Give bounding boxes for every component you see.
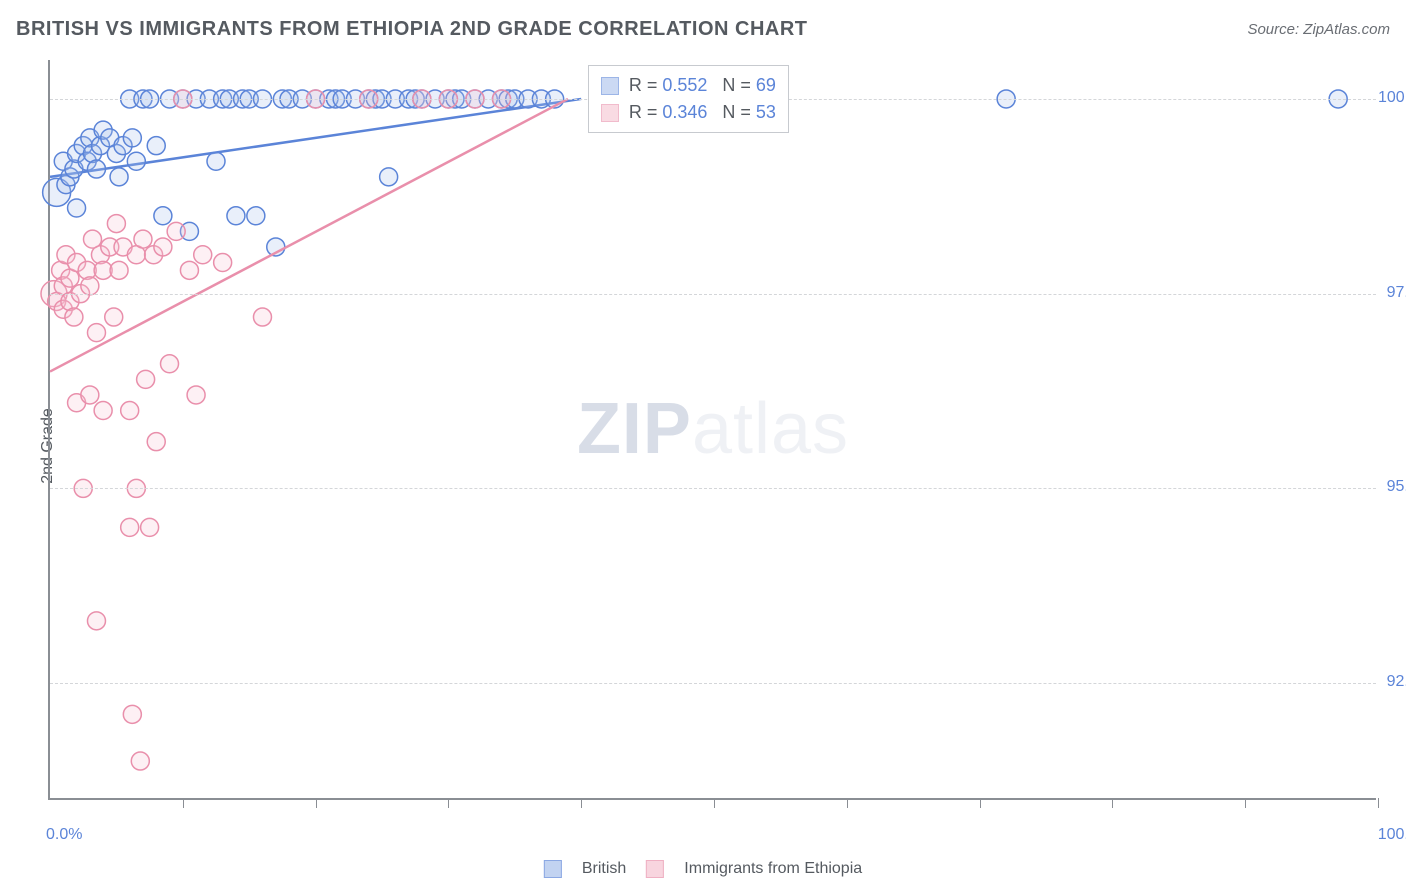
x-tick	[183, 798, 184, 808]
data-point	[134, 230, 152, 248]
legend-swatch	[601, 104, 619, 122]
data-point	[380, 168, 398, 186]
x-tick	[714, 798, 715, 808]
data-point	[87, 324, 105, 342]
bottom-legend-swatch	[646, 860, 664, 878]
data-point	[147, 137, 165, 155]
data-point	[141, 518, 159, 536]
x-tick	[1112, 798, 1113, 808]
data-point	[87, 612, 105, 630]
data-point	[161, 355, 179, 373]
data-point	[107, 215, 125, 233]
legend-stat: R = 0.552 N = 69	[629, 72, 776, 99]
data-point	[121, 518, 139, 536]
data-point	[127, 152, 145, 170]
bottom-legend-label: British	[582, 860, 626, 878]
bottom-legend-swatch	[544, 860, 562, 878]
gridline	[50, 683, 1376, 684]
x-tick	[847, 798, 848, 808]
y-tick-label: 92.5%	[1378, 673, 1406, 691]
gridline	[50, 294, 1376, 295]
data-point	[187, 386, 205, 404]
bottom-legend: British Immigrants from Ethiopia	[544, 860, 862, 878]
x-tick	[1378, 798, 1379, 808]
y-tick-label: 95.0%	[1378, 478, 1406, 496]
data-point	[105, 308, 123, 326]
data-point	[247, 207, 265, 225]
data-point	[154, 238, 172, 256]
y-tick-label: 100.0%	[1378, 89, 1406, 107]
bottom-legend-label: Immigrants from Ethiopia	[684, 860, 862, 878]
data-point	[65, 308, 83, 326]
x-tick	[1245, 798, 1246, 808]
x-tick	[581, 798, 582, 808]
chart-title: BRITISH VS IMMIGRANTS FROM ETHIOPIA 2ND …	[16, 18, 808, 41]
legend-stat: R = 0.346 N = 53	[629, 99, 776, 126]
x-tick-label-left: 0.0%	[46, 826, 82, 844]
legend-row: R = 0.552 N = 69	[601, 72, 776, 99]
x-tick	[980, 798, 981, 808]
data-point	[147, 433, 165, 451]
source-label: Source: ZipAtlas.com	[1247, 21, 1390, 38]
data-point	[154, 207, 172, 225]
legend-swatch	[601, 77, 619, 95]
data-point	[81, 386, 99, 404]
data-point	[194, 246, 212, 264]
data-point	[123, 129, 141, 147]
plot-area: ZIPatlas 92.5%95.0%97.5%100.0%0.0%100.0%…	[48, 60, 1376, 800]
x-tick-label-right: 100.0%	[1378, 826, 1406, 844]
data-point	[137, 370, 155, 388]
data-point	[167, 222, 185, 240]
data-point	[87, 160, 105, 178]
data-point	[131, 752, 149, 770]
correlation-legend: R = 0.552 N = 69R = 0.346 N = 53	[588, 65, 789, 133]
data-point	[207, 152, 225, 170]
data-point	[121, 402, 139, 420]
data-point	[123, 705, 141, 723]
data-point	[227, 207, 245, 225]
data-point	[110, 261, 128, 279]
data-point	[180, 261, 198, 279]
x-tick	[448, 798, 449, 808]
gridline	[50, 488, 1376, 489]
legend-row: R = 0.346 N = 53	[601, 99, 776, 126]
data-point	[110, 168, 128, 186]
data-point	[68, 199, 86, 217]
chart-svg	[50, 60, 1378, 800]
y-tick-label: 97.5%	[1378, 284, 1406, 302]
data-point	[214, 254, 232, 272]
data-point	[253, 308, 271, 326]
data-point	[94, 402, 112, 420]
x-tick	[316, 798, 317, 808]
data-point	[81, 277, 99, 295]
